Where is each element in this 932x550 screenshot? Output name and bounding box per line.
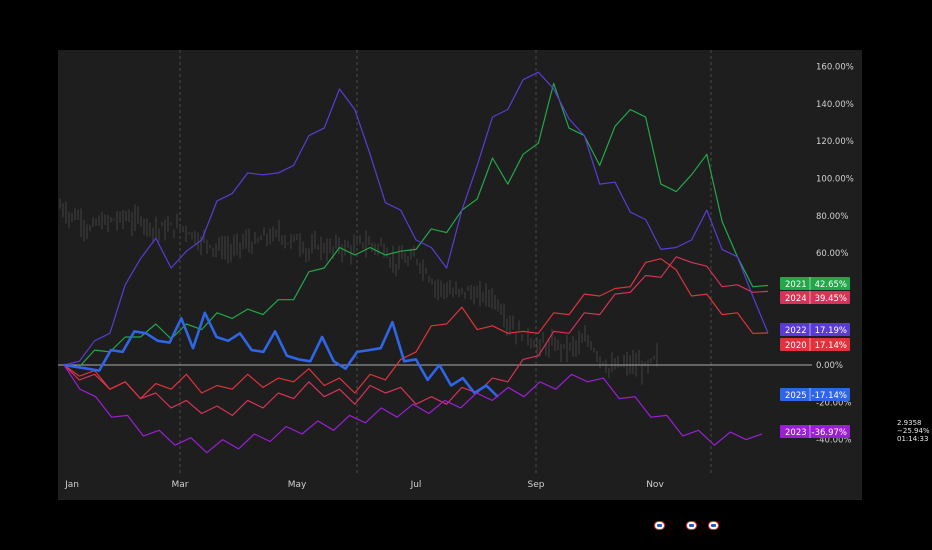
x-tick-label: May [288,480,307,490]
legend-badge [780,291,850,304]
y-tick-label: 140.00% [816,100,854,110]
readout-change: −25.94% [897,427,930,435]
x-tick-label: Jul [410,480,422,490]
series-line [63,258,769,400]
legend-badge [780,323,850,336]
side-readout: 2.9358 −25.94% 01:14:33 [897,419,930,443]
readout-price: 2.9358 [897,419,922,427]
series-lines [63,71,769,454]
legend-year: 2022 [785,326,807,336]
y-tick-label: 100.00% [816,175,854,185]
legend-badge [780,425,850,438]
series-line [63,256,769,416]
x-tick-label: Sep [528,480,545,490]
legend-year: 2021 [785,280,807,290]
flag-icon[interactable] [686,521,697,530]
legend-year: 2024 [785,294,807,304]
legend-year: 2023 [785,428,807,438]
series-line [63,311,499,398]
legend-badges: 2021 42.65% 2024 39.45% 2022 17.19% 2020 17.14%… [780,277,850,438]
legend-year: 2025 [785,391,807,401]
flag-icon[interactable] [708,521,719,530]
x-axis: Jan Mar May Jul Sep Nov [64,480,664,490]
y-tick-label: 60.00% [816,249,848,259]
series-line [63,71,769,366]
legend-value: 42.65% [815,280,847,290]
y-tick-label: 120.00% [816,137,854,147]
legend-value: -17.14% [812,391,847,401]
y-tick-label: 80.00% [816,212,848,222]
y-tick-label: -20.00% [816,398,851,408]
legend-value: 39.45% [815,294,847,304]
legend-value: -36.97% [812,428,847,438]
x-tick-label: Mar [172,480,189,490]
series-line [63,364,763,454]
y-tick-label: -40.00% [816,436,851,446]
plot-background [58,50,862,500]
series-line [63,82,769,368]
readout-time: 01:14:33 [897,435,929,443]
background-candles [59,198,658,385]
y-tick-label: 0.00% [816,361,843,371]
legend-badge [780,277,850,290]
flag-icon[interactable] [654,521,665,530]
y-tick-label: 160.00% [816,63,854,73]
legend-year: 2020 [785,341,807,351]
x-tick-label: Jan [64,480,79,490]
legend-badge [780,338,850,351]
y-axis: 160.00% 140.00% 120.00% 100.00% 80.00% 60.00%… [816,63,854,446]
x-tick-label: Nov [646,480,664,490]
legend-value: 17.14% [815,341,847,351]
legend-value: 17.19% [815,326,847,336]
legend-badge [780,388,850,401]
